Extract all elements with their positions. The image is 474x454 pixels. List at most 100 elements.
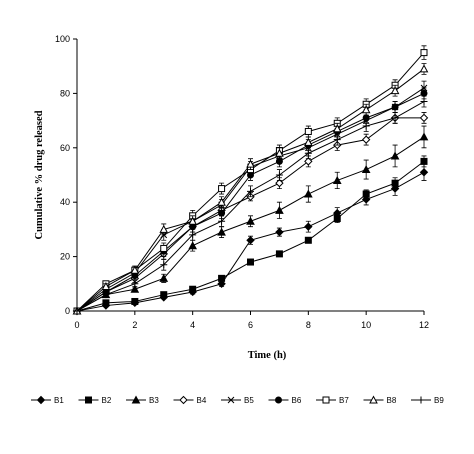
legend-marker [179,395,188,405]
legend-label: B9 [434,396,444,405]
legend-label: B3 [149,396,159,405]
data-point [218,217,226,225]
legend-item-b6: B6 [268,396,302,405]
series-line [76,92,425,312]
y-tick-label: 0 [65,306,70,316]
x-tick-label: 6 [248,320,253,330]
data-point [130,265,140,274]
data-point [217,197,226,206]
data-point [362,190,370,198]
x-tick-label: 0 [74,320,79,330]
data-point [188,241,198,250]
data-point [420,49,428,57]
legend: B1 B2 B3 B4 B5 B6 B7 B8 B9 [31,395,444,405]
y-tick-label: 20 [60,252,70,262]
legend-marker [369,395,378,404]
y-axis-label: Cumulative % drug released [34,110,45,239]
data-point [304,149,312,157]
legend-label: B8 [387,396,397,405]
data-point [419,132,429,141]
legend-marker [131,395,141,404]
data-point [420,98,428,106]
data-point [361,105,371,114]
data-point [419,113,429,123]
x-tick-label: 12 [419,320,429,330]
data-point [247,187,254,195]
y-tick-label: 40 [60,197,70,207]
data-point [391,103,399,111]
legend-marker [36,395,46,405]
data-point [275,250,283,258]
data-point [130,284,140,293]
data-point [362,114,370,122]
series-line [76,117,424,312]
x-tick-label: 8 [306,320,311,330]
data-point [101,281,111,291]
legend-item-b8: B8 [363,395,397,405]
data-point [218,185,226,193]
series-layer [72,45,429,316]
data-point [333,215,341,223]
legend-label: B2 [102,396,112,405]
data-point [420,157,428,165]
legend-label: B6 [292,396,302,405]
x-tick-label: 2 [132,320,137,330]
data-point [303,189,313,198]
legend-marker [85,396,92,404]
data-point [304,157,313,166]
data-point [102,291,110,299]
data-point [332,175,342,184]
legend-label: B5 [244,396,254,405]
data-point [390,86,400,95]
data-point [275,157,283,165]
data-point [247,258,254,266]
data-point [160,261,168,269]
series-b9 [73,95,428,315]
data-point [102,299,110,307]
data-point [391,179,399,187]
data-point [131,280,139,288]
legend-item-b4: B4 [173,395,207,405]
axes: 0 20 40 60 80 100 0 2 4 6 8 10 12 [55,34,429,330]
series-b4 [72,112,429,316]
data-point [160,291,168,299]
legend-item-b5: B5 [221,396,254,405]
series-b3 [72,125,429,315]
data-point [217,279,226,289]
data-point [160,244,168,252]
data-point [362,122,370,130]
data-point [333,136,341,144]
data-point [73,307,81,315]
legend-item-b7: B7 [316,396,349,405]
data-point [218,209,226,217]
series-line [76,101,425,312]
data-point [189,285,197,293]
series-line [76,52,425,312]
legend-item-b9: B9 [411,396,444,405]
data-point [188,216,198,225]
legend-item-b1: B1 [31,395,64,405]
legend-label: B4 [197,396,207,405]
x-axis-label: Time (h) [248,350,287,361]
data-point [159,224,169,233]
data-point [361,165,371,174]
data-point [218,274,226,282]
data-point [217,227,226,236]
legend-marker [227,396,235,404]
legend-marker [417,396,425,404]
data-point [246,159,255,168]
data-point [189,231,197,239]
legend-item-b2: B2 [78,396,112,405]
legend-marker [275,396,282,404]
y-tick-label: 100 [55,34,70,44]
data-point [246,236,255,245]
x-tick-label: 10 [361,320,371,330]
data-point [131,297,139,305]
x-tick-label: 4 [190,320,195,330]
data-point [420,89,428,97]
data-point [390,151,400,160]
data-point [419,168,429,177]
data-point [275,205,284,214]
data-point [275,171,283,179]
